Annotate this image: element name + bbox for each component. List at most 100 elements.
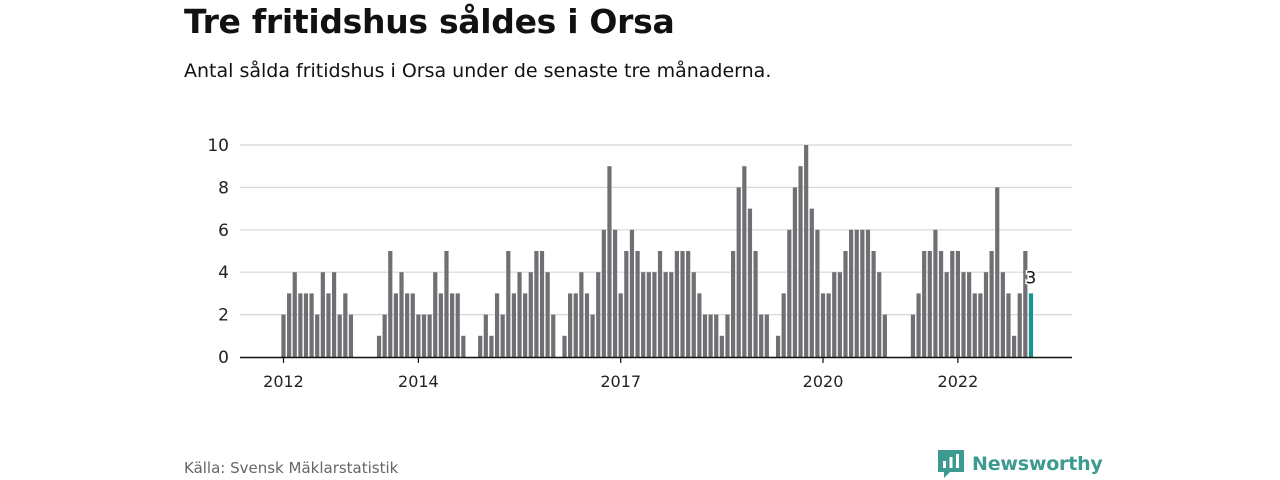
brand-logo[interactable]: Newsworthy [938, 450, 1103, 478]
bar [938, 251, 944, 357]
bar [916, 293, 921, 357]
bar [680, 251, 685, 357]
bar [1012, 335, 1017, 357]
bar [983, 272, 989, 357]
y-tick-label: 10 [207, 136, 229, 156]
source-note: Källa: Svensk Mäklarstatistik [184, 459, 399, 477]
bar [393, 293, 398, 357]
bar [871, 251, 876, 357]
bar [444, 251, 449, 357]
bar [775, 335, 781, 357]
x-tick-label: 2017 [600, 372, 641, 391]
bar [601, 229, 606, 357]
bar [815, 229, 820, 357]
bar [652, 272, 657, 357]
bar [612, 229, 618, 357]
bar [539, 251, 545, 357]
bar [697, 293, 702, 357]
bar [483, 314, 488, 357]
bar [820, 293, 826, 357]
bar [281, 314, 286, 357]
bar [461, 335, 466, 357]
bar [315, 314, 320, 357]
bar [568, 293, 573, 357]
y-tick-label: 4 [218, 263, 229, 283]
y-tick-label: 8 [218, 178, 229, 198]
bar [882, 314, 887, 357]
bar [421, 314, 427, 357]
bar [865, 229, 871, 357]
bar [534, 251, 539, 357]
bar [854, 229, 859, 357]
bar [837, 272, 842, 357]
bar [708, 314, 713, 357]
bar [927, 251, 932, 357]
bar [399, 272, 404, 357]
bar [382, 314, 387, 357]
bar [320, 272, 325, 357]
bar [742, 166, 747, 357]
bar [809, 208, 814, 357]
brand-name: Newsworthy [972, 453, 1103, 475]
y-tick-label: 0 [218, 348, 229, 368]
bar [298, 293, 303, 357]
bar [388, 251, 393, 357]
bar [753, 251, 758, 357]
bar [545, 272, 550, 357]
chart-title: Tre fritidshus såldes i Orsa [184, 2, 675, 41]
bar [624, 251, 629, 357]
bar [562, 335, 567, 357]
bar [309, 293, 314, 357]
bar [955, 251, 960, 357]
y-axis-ticks: 0 2 4 6 8 10 [207, 136, 229, 368]
bar [646, 272, 651, 357]
x-axis-ticks: 2012 2014 2017 2020 2022 [263, 357, 978, 391]
bar [669, 272, 674, 357]
x-tick-label: 2014 [398, 372, 439, 391]
y-tick-label: 2 [218, 306, 229, 326]
bar [961, 272, 966, 357]
bar [764, 314, 769, 357]
x-tick-label: 2020 [803, 372, 844, 391]
bar [860, 229, 865, 357]
bar [686, 251, 691, 357]
bar [405, 293, 410, 357]
bar [1006, 293, 1011, 357]
bar [326, 293, 331, 357]
bar [455, 293, 460, 357]
bar [450, 293, 455, 357]
bar [438, 293, 443, 357]
bar [978, 293, 983, 357]
bar [500, 314, 505, 357]
newsworthy-logo-icon [938, 450, 964, 478]
bar [950, 251, 955, 357]
bar [944, 272, 949, 357]
bar [331, 272, 337, 357]
bar [416, 314, 421, 357]
bar [511, 293, 517, 357]
bar [376, 335, 382, 357]
bar [1000, 272, 1005, 357]
bar [674, 251, 679, 357]
bar [826, 293, 831, 357]
chart-subtitle: Antal sålda fritidshus i Orsa under de s… [184, 60, 772, 82]
bar [972, 293, 977, 357]
bar [348, 314, 354, 357]
bar [989, 251, 994, 357]
bar [607, 166, 612, 357]
bar [719, 335, 724, 357]
bars [281, 145, 1034, 357]
bar-chart: 0 2 4 6 8 10 2012 2014 2017 2020 2022 3 [207, 136, 1072, 391]
bar [731, 251, 736, 357]
bar [287, 293, 292, 357]
bar [629, 229, 635, 357]
bar [489, 335, 494, 357]
bar [781, 293, 786, 357]
bar [579, 272, 584, 357]
bar [641, 272, 646, 357]
bar [995, 187, 1000, 357]
highlight-value-label: 3 [1026, 268, 1037, 288]
bar [343, 293, 348, 357]
bar [337, 314, 342, 357]
bar [303, 293, 309, 357]
